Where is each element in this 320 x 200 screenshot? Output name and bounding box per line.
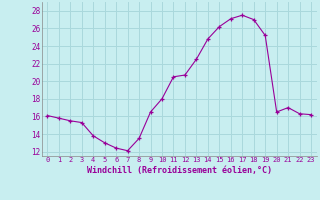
X-axis label: Windchill (Refroidissement éolien,°C): Windchill (Refroidissement éolien,°C) (87, 166, 272, 175)
